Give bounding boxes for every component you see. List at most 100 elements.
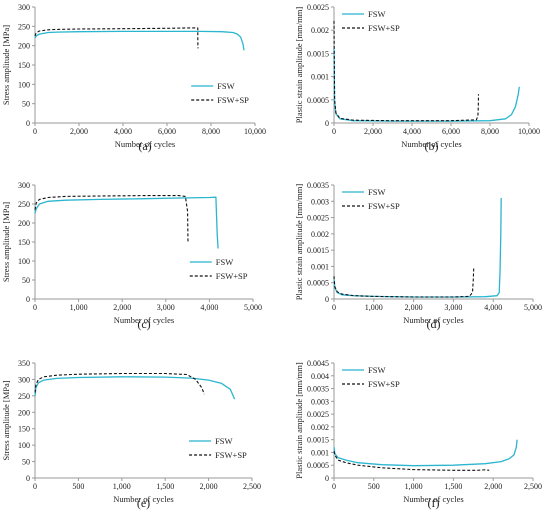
chart-panel-4: 0 1,000 2,000 3,000 4,000 5,000 0 0.0005 0.001 0.… (294, 181, 542, 331)
series-line-fsw-sp (34, 372, 205, 395)
y-tick-label: 250 (18, 200, 30, 209)
x-tick-label: 10,000 (244, 127, 266, 136)
x-tick-label: 2,000 (200, 482, 218, 491)
legend-label-fsw: FSW (368, 187, 385, 197)
x-tick-label: 2,000 (113, 303, 131, 312)
y-axis-title: Stress amplitude [MPa] (1, 25, 11, 105)
y-tick-label: 0.0015 (307, 49, 329, 58)
x-tick-label: 5,000 (244, 303, 262, 312)
y-tick-label: 0.0035 (307, 385, 329, 394)
x-tick-label: 10,000 (518, 127, 540, 136)
y-tick-label: 0.003 (311, 397, 329, 406)
y-tick-label: 0.0025 (307, 3, 329, 12)
x-tick-label: 4,000 (403, 127, 421, 136)
legend-label-fsw: FSW (215, 436, 232, 446)
y-tick-label: 0.001 (311, 73, 329, 82)
x-axis-title: Number of cycles (114, 315, 174, 325)
x-tick-label: 0 (33, 482, 37, 491)
series-line-fsw-sp (333, 20, 480, 122)
x-tick-label: 2,000 (484, 482, 502, 491)
y-axis-title: Stress amplitude [MPa] (1, 380, 11, 460)
y-tick-label: 0 (26, 474, 30, 483)
x-tick-label: 1,000 (70, 303, 88, 312)
legend-label-fsw: FSW (216, 257, 233, 267)
y-tick-label: 300 (18, 181, 30, 190)
x-tick-label: 8,000 (202, 127, 220, 136)
legend-label-fsw: FSW (217, 81, 234, 91)
y-tick-label: 50 (22, 100, 30, 109)
chart-panel-1: 0 2,000 4,000 6,000 8,000 10,000 0 50 100 150 200 2… (1, 3, 266, 153)
y-tick-label: 200 (18, 408, 30, 417)
y-tick-label: 0.002 (311, 26, 329, 35)
x-tick-label: 4,000 (114, 127, 132, 136)
panel-label: (c) (137, 317, 150, 331)
x-tick-label: 0 (332, 127, 336, 136)
x-tick-label: 2,000 (405, 303, 423, 312)
series-line-fsw (34, 376, 236, 400)
x-tick-label: 1,000 (405, 482, 423, 491)
series-line-fsw (333, 48, 520, 122)
series-line-fsw-sp (333, 451, 490, 471)
y-axis-title: Plastic strain amplitude [mm/mm] (294, 184, 304, 301)
y-axis-title: Plastic strain amplitude [mm/mm] (294, 7, 304, 124)
x-tick-label: 500 (368, 482, 380, 491)
series-line-fsw (333, 439, 518, 467)
y-tick-label: 150 (18, 425, 30, 434)
y-tick-label: 0.004 (311, 372, 329, 381)
x-tick-label: 500 (72, 482, 84, 491)
x-tick-label: 2,000 (364, 127, 382, 136)
y-tick-label: 50 (22, 276, 30, 285)
y-tick-label: 150 (18, 61, 30, 70)
y-tick-label: 0 (325, 119, 329, 128)
x-tick-label: 1,000 (365, 303, 383, 312)
y-tick-label: 0.001 (311, 262, 329, 271)
x-tick-label: 4,000 (200, 303, 218, 312)
legend-label-fsw-sp: FSW+SP (368, 201, 400, 211)
x-tick-label: 2,000 (70, 127, 88, 136)
y-tick-label: 0.002 (311, 423, 329, 432)
x-tick-label: 1,500 (156, 482, 174, 491)
y-tick-label: 0.0045 (307, 359, 329, 368)
y-tick-label: 0.0025 (307, 410, 329, 419)
y-tick-label: 0.001 (311, 448, 329, 457)
x-tick-label: 0 (332, 303, 336, 312)
x-tick-label: 1,000 (113, 482, 131, 491)
y-tick-label: 0.0005 (307, 96, 329, 105)
chart-panel-3: 0 1,000 2,000 3,000 4,000 5,000 0 50 100 150 200 25… (1, 181, 262, 331)
x-axis-title: Number of cycles (113, 494, 173, 504)
y-axis-title: Stress amplitude [MPa] (1, 202, 11, 282)
series-line-fsw (34, 30, 245, 51)
y-tick-label: 300 (18, 3, 30, 12)
y-tick-label: 0 (26, 295, 30, 304)
y-tick-label: 0.003 (311, 197, 329, 206)
y-tick-label: 0.0005 (307, 279, 329, 288)
series-line-fsw-sp (333, 268, 475, 298)
series-line-fsw-sp (34, 27, 199, 49)
x-tick-label: 0 (33, 303, 37, 312)
panel-label: (d) (427, 317, 441, 331)
legend-label-fsw-sp: FSW+SP (217, 95, 249, 105)
panel-label: (a) (138, 139, 151, 153)
x-tick-label: 3,000 (157, 303, 175, 312)
panel-label: (e) (137, 496, 150, 510)
y-tick-label: 350 (18, 359, 30, 368)
y-tick-label: 100 (18, 257, 30, 266)
chart-panel-2: 0 2,000 4,000 6,000 8,000 10,000 0 0.0005 0.001 0… (294, 3, 540, 153)
x-tick-label: 0 (332, 482, 336, 491)
x-tick-label: 5,000 (524, 303, 542, 312)
x-tick-label: 3,000 (444, 303, 462, 312)
legend-label-fsw-sp: FSW+SP (368, 23, 400, 33)
x-axis-title: Number of cycles (401, 139, 461, 149)
y-tick-label: 0.0015 (307, 246, 329, 255)
chart-panel-6: 0 500 1,000 1,500 2,000 2,500 0 0.0005 0.001 0.00… (294, 359, 542, 510)
legend-label-fsw: FSW (368, 365, 385, 375)
chart-panel-5: 0 500 1,000 1,500 2,000 2,500 0 50 100 150 200 250 3… (1, 359, 261, 510)
x-tick-label: 2,500 (243, 482, 261, 491)
x-tick-label: 0 (33, 127, 37, 136)
y-tick-label: 0 (325, 474, 329, 483)
series-line-fsw (34, 196, 219, 249)
x-tick-label: 6,000 (158, 127, 176, 136)
x-tick-label: 2,500 (524, 482, 542, 491)
y-tick-label: 0 (26, 119, 30, 128)
y-tick-label: 300 (18, 375, 30, 384)
